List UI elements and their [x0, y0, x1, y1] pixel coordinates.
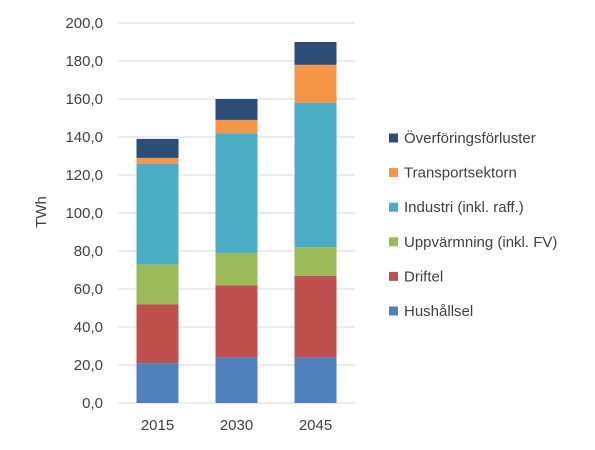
legend-swatch [389, 271, 398, 281]
y-tick-label: 80,0 [74, 243, 103, 260]
bar-segment [215, 119, 258, 134]
legend-label: Industri (inkl. raff.) [404, 199, 524, 216]
legend-label: Transportsektorn [404, 165, 517, 182]
y-tick-label: 160,0 [65, 91, 103, 108]
bar-segment [294, 42, 337, 65]
legend: Överföringsförluster Transportsektorn Indu… [389, 129, 557, 320]
legend-label: Uppvärmning (inkl. FV) [404, 234, 557, 251]
x-tick-label: 2045 [299, 417, 332, 434]
bar-segment [136, 157, 179, 164]
bar-segment [136, 138, 179, 158]
legend-swatch [389, 168, 398, 178]
y-tick-label: 20,0 [74, 357, 103, 374]
bar-segment [136, 304, 179, 364]
legend-swatch [389, 306, 398, 316]
y-tick-label: 140,0 [65, 129, 103, 146]
bar-segment [294, 102, 337, 248]
y-axis-tick-labels: 0,0 20,0 40,0 60,0 80,0 100,0 120,0 140,0 160,0 1… [65, 15, 103, 412]
y-tick-label: 120,0 [65, 167, 103, 184]
bar-segment [136, 264, 179, 305]
y-tick-label: 60,0 [74, 281, 103, 298]
bar-segment [294, 357, 337, 403]
x-tick-label: 2030 [220, 417, 253, 434]
legend-label: Driftel [404, 268, 443, 285]
legend-label: Överföringsförluster [404, 129, 536, 147]
y-tick-label: 100,0 [65, 205, 103, 222]
bar-segment [136, 363, 179, 403]
y-tick-label: 0,0 [82, 395, 103, 412]
y-tick-label: 40,0 [74, 319, 103, 336]
legend-swatch [389, 133, 398, 143]
bar-segment [136, 163, 179, 265]
bar-segment [215, 252, 258, 286]
y-axis-title: TWh [33, 196, 50, 228]
legend-label: Hushållsel [404, 303, 473, 320]
bar-segment [215, 357, 258, 403]
bars [136, 42, 337, 403]
bar-segment [215, 133, 258, 253]
y-tick-label: 180,0 [65, 53, 103, 70]
x-tick-label: 2015 [141, 417, 174, 434]
bar-segment [215, 99, 258, 120]
bar-segment [215, 285, 258, 358]
bar-segment [294, 247, 337, 276]
legend-swatch [389, 237, 398, 247]
y-tick-label: 200,0 [65, 15, 103, 32]
x-axis-tick-labels: 2015 2030 2045 [141, 417, 332, 434]
legend-swatch [389, 202, 398, 212]
bar-segment [294, 64, 337, 103]
bar-segment [294, 275, 337, 358]
